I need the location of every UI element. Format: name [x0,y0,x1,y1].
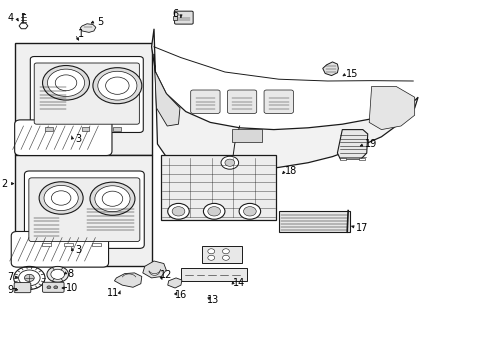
Bar [45,127,53,131]
Text: 15: 15 [345,69,358,79]
Text: 3: 3 [75,245,81,255]
Text: 10: 10 [66,283,79,293]
Text: 14: 14 [232,278,244,288]
Circle shape [90,182,135,215]
Circle shape [93,68,142,104]
FancyBboxPatch shape [264,90,293,113]
Circle shape [207,255,214,260]
Circle shape [239,203,260,219]
Polygon shape [80,24,96,32]
Circle shape [98,71,137,100]
Bar [232,129,261,142]
FancyBboxPatch shape [227,90,256,113]
Bar [15,155,151,266]
Circle shape [222,255,229,260]
Bar [181,268,246,281]
Text: 3: 3 [75,134,81,144]
Text: 5: 5 [97,17,103,27]
Circle shape [207,249,214,254]
Circle shape [221,156,238,169]
Bar [92,243,101,246]
Polygon shape [151,29,417,173]
Circle shape [167,203,189,219]
Bar [278,211,349,232]
Text: 13: 13 [206,294,219,305]
Circle shape [207,207,220,216]
Text: 1: 1 [78,29,83,39]
Bar [161,155,276,220]
Circle shape [55,75,77,91]
Text: 4: 4 [8,13,14,23]
Circle shape [222,249,229,254]
Bar [42,243,51,246]
Text: 2: 2 [1,179,7,189]
Bar [359,158,365,160]
Circle shape [42,66,89,100]
Bar [173,16,177,20]
Polygon shape [167,278,182,288]
Text: 17: 17 [355,222,367,233]
Circle shape [102,191,122,206]
FancyBboxPatch shape [42,282,64,292]
FancyBboxPatch shape [190,90,220,113]
Circle shape [243,207,256,216]
Circle shape [51,269,64,279]
Circle shape [172,207,184,216]
FancyBboxPatch shape [29,178,140,242]
FancyBboxPatch shape [11,231,108,267]
Text: 16: 16 [174,290,187,300]
Circle shape [47,266,68,282]
Text: 12: 12 [160,270,172,280]
Polygon shape [114,273,142,287]
Bar [339,158,345,160]
Circle shape [224,159,234,166]
Circle shape [47,286,51,289]
FancyBboxPatch shape [30,57,143,132]
Circle shape [54,286,58,289]
Text: 6: 6 [172,9,178,19]
Circle shape [95,186,130,212]
Text: 9: 9 [8,285,14,295]
Polygon shape [337,130,367,159]
Text: 7: 7 [8,272,14,282]
Circle shape [203,203,224,219]
Text: 8: 8 [68,269,74,279]
Text: 11: 11 [107,288,120,298]
Polygon shape [368,86,414,130]
Circle shape [39,182,83,214]
Circle shape [105,77,129,94]
Text: 18: 18 [284,166,297,176]
FancyBboxPatch shape [34,63,139,124]
Bar [113,127,121,131]
Text: 19: 19 [364,139,376,149]
FancyBboxPatch shape [15,120,112,156]
Circle shape [24,274,34,282]
FancyBboxPatch shape [14,283,31,293]
FancyBboxPatch shape [174,11,193,24]
Circle shape [19,270,40,286]
Polygon shape [154,54,180,126]
Circle shape [44,185,78,211]
Polygon shape [322,62,338,76]
Circle shape [51,191,71,205]
Circle shape [47,69,84,96]
Bar [64,243,73,246]
Bar [15,43,151,155]
Bar [81,127,89,131]
Bar [202,246,241,263]
Polygon shape [142,261,166,278]
FancyBboxPatch shape [24,171,144,248]
